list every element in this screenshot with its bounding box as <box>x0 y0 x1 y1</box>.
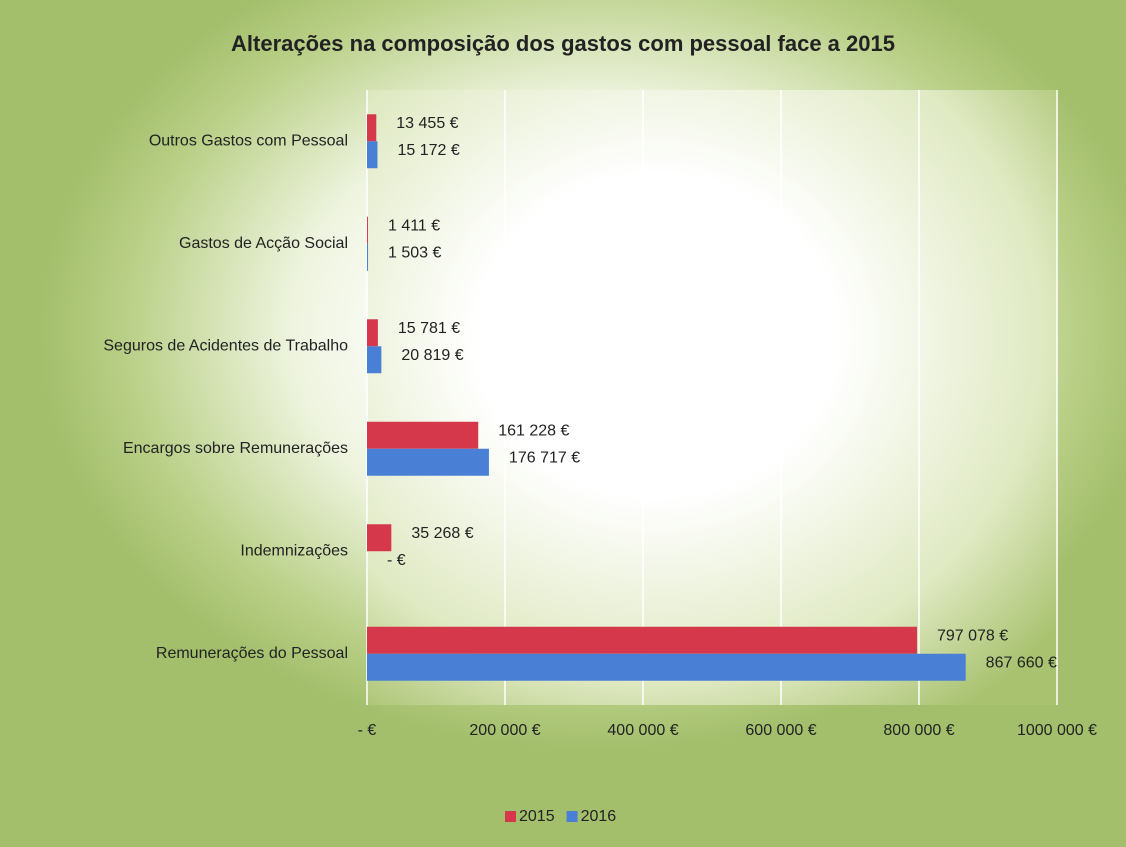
y-tick-label: Remunerações do Pessoal <box>156 645 348 662</box>
x-tick-label: - € <box>358 722 377 739</box>
bar <box>367 524 392 552</box>
value-label: 35 268 € <box>411 525 473 542</box>
x-tick-label: 600 000 € <box>745 722 816 739</box>
plot-area <box>367 90 1057 705</box>
y-tick-label: Encargos sobre Remunerações <box>123 440 348 457</box>
value-label: 13 455 € <box>396 115 458 132</box>
bar <box>367 346 382 374</box>
value-label: 20 819 € <box>401 347 463 364</box>
legend-label: 2016 <box>581 808 617 825</box>
chart-title: Alterações na composição dos gastos com … <box>231 31 895 56</box>
bar <box>367 448 489 476</box>
x-tick-label: 1000 000 € <box>1017 722 1097 739</box>
bar <box>367 216 368 244</box>
bar <box>367 243 369 271</box>
value-label: 797 078 € <box>937 627 1008 644</box>
bar <box>367 141 378 169</box>
legend-label: 2015 <box>519 808 555 825</box>
x-tick-label: 200 000 € <box>469 722 540 739</box>
y-tick-label: Seguros de Acidentes de Trabalho <box>103 337 348 354</box>
value-label: 15 172 € <box>397 142 459 159</box>
y-tick-label: Indemnizações <box>240 542 348 559</box>
value-label: 161 228 € <box>498 422 569 439</box>
y-tick-label: Gastos de Acção Social <box>179 235 348 252</box>
value-label: 15 781 € <box>398 320 460 337</box>
bar <box>367 421 479 449</box>
legend-swatch <box>566 811 578 822</box>
legend-swatch <box>505 811 516 822</box>
y-tick-label: Outros Gastos com Pessoal <box>149 132 348 149</box>
value-label: - € <box>387 552 406 569</box>
bar <box>367 114 377 142</box>
bar <box>367 626 917 654</box>
value-label: 867 660 € <box>986 654 1057 671</box>
bar <box>367 319 378 347</box>
value-label: 1 411 € <box>388 217 440 234</box>
bar <box>367 653 966 681</box>
value-label: 1 503 € <box>388 244 441 261</box>
x-tick-label: 400 000 € <box>607 722 678 739</box>
value-label: 176 717 € <box>509 449 580 466</box>
x-tick-label: 800 000 € <box>883 722 954 739</box>
